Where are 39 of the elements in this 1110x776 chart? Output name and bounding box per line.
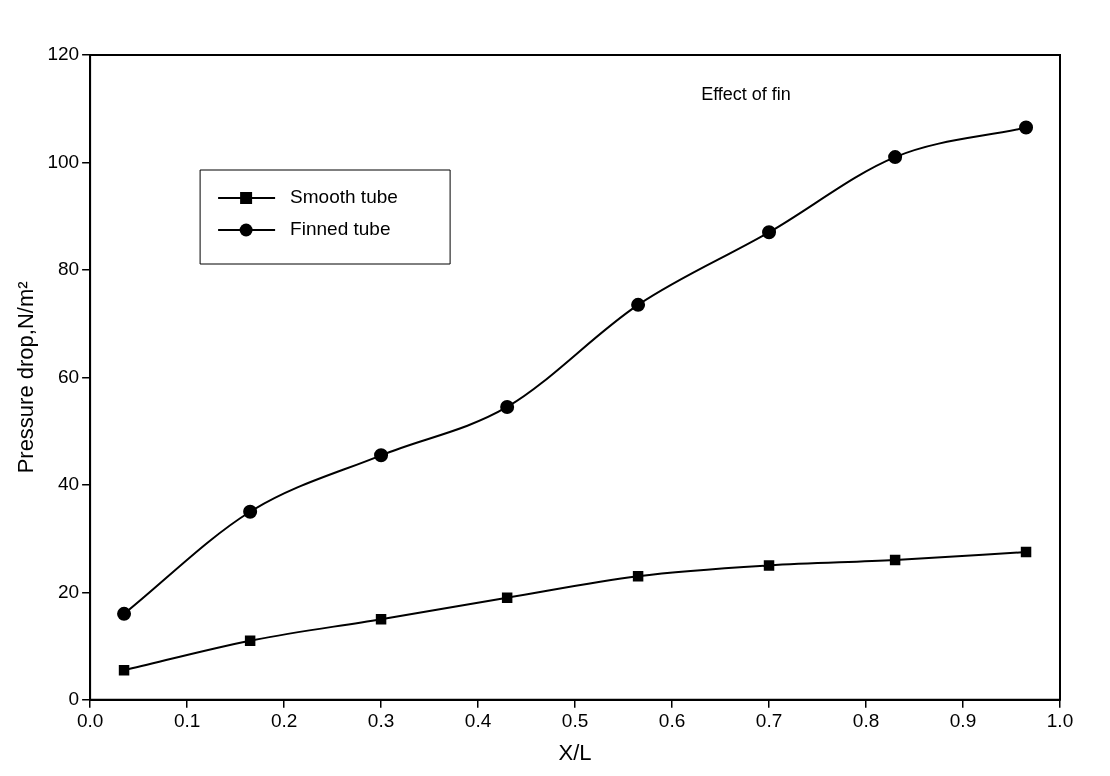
annotation: Effect of fin	[701, 83, 791, 104]
point	[631, 297, 646, 312]
point	[244, 635, 256, 646]
point	[763, 560, 775, 571]
legend-label: Smooth tube	[290, 186, 398, 208]
point	[118, 665, 130, 676]
x-tick-label: 0.0	[76, 710, 104, 732]
x-axis-title: X/L	[558, 739, 592, 765]
y-axis-title: Pressure drop,N/m²	[13, 281, 39, 474]
x-tick-label: 0.5	[561, 710, 589, 732]
x-tick-label: 0.6	[658, 710, 686, 732]
y-tick-label: 20	[57, 580, 80, 602]
y-tick-label: 60	[57, 365, 80, 387]
point	[1020, 546, 1032, 558]
point	[501, 592, 513, 603]
point	[1019, 120, 1034, 135]
point	[375, 613, 387, 625]
legend-label: Finned tube	[290, 218, 391, 240]
y-tick-label: 120	[47, 43, 80, 65]
x-tick-label: 1.0	[1046, 710, 1074, 732]
point	[632, 570, 644, 582]
x-tick-label: 0.1	[173, 710, 201, 732]
x-tick-label: 0.7	[755, 710, 783, 732]
point	[117, 606, 132, 621]
x-tick-label: 0.4	[464, 710, 492, 732]
y-tick-label: 100	[47, 150, 80, 172]
x-tick-label: 0.8	[852, 710, 880, 732]
point	[500, 399, 515, 414]
x-tick-label: 0.2	[270, 710, 298, 732]
x-tick-label: 0.3	[367, 710, 395, 732]
y-tick-label: 40	[57, 473, 80, 495]
y-tick-label: 0	[68, 688, 80, 710]
point	[889, 554, 901, 566]
point	[243, 504, 258, 519]
point	[888, 150, 903, 165]
point	[762, 225, 777, 240]
y-tick-label: 80	[57, 258, 80, 280]
x-tick-label: 0.9	[949, 710, 977, 732]
point	[374, 448, 389, 463]
